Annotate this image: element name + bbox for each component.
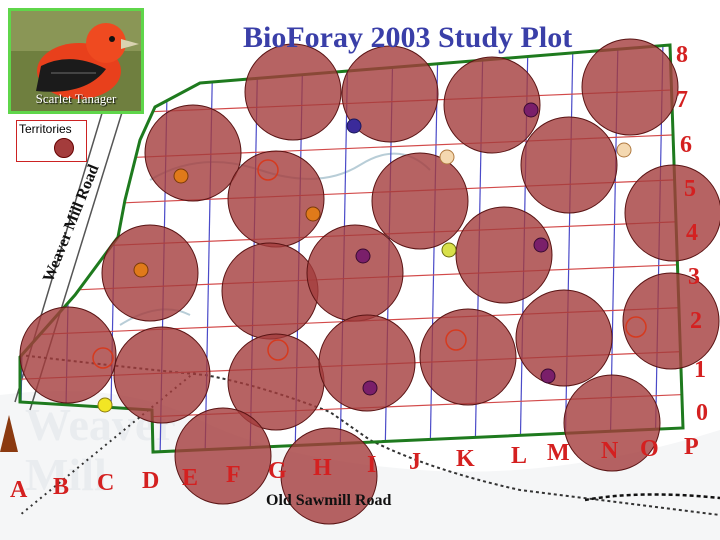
- legend-title: Territories: [19, 122, 72, 136]
- row-label-4: 4: [686, 220, 698, 246]
- territory-swatch-icon: [54, 138, 74, 158]
- territory-circle: [174, 407, 272, 505]
- grid-vertical-line: [429, 45, 439, 452]
- territory-center-ring: [625, 316, 647, 338]
- grid-vertical-line: [564, 45, 574, 452]
- territory-circle: [306, 224, 404, 322]
- row-labels: 8 7 6 5 4 3 2 1 0: [676, 42, 708, 426]
- territory-circle: [624, 164, 720, 262]
- bird-caption: Scarlet Tanager: [35, 91, 117, 106]
- marker-dot: [362, 380, 378, 396]
- col-label-j: J: [409, 449, 421, 475]
- row-label-1: 1: [694, 357, 706, 383]
- row-label-7: 7: [676, 87, 688, 113]
- col-label-c: C: [97, 470, 114, 496]
- territory-center-ring: [445, 329, 467, 351]
- col-label-o: O: [640, 436, 659, 462]
- marker-dot: [441, 242, 457, 258]
- territory-circle: [563, 374, 661, 472]
- column-labels: A B C D E F G H I J K L M N O P: [10, 434, 699, 503]
- row-label-6: 6: [680, 132, 692, 158]
- col-label-h: H: [313, 455, 332, 481]
- marker-dot: [133, 262, 149, 278]
- territory-circle: [455, 206, 553, 304]
- territory-circle: [280, 427, 378, 525]
- territory-circle: [19, 306, 117, 404]
- col-label-p: P: [684, 434, 699, 460]
- territory-circle: [318, 314, 416, 412]
- row-label-2: 2: [690, 308, 702, 334]
- marker-dot: [439, 149, 455, 165]
- territory-circle: [144, 104, 242, 202]
- south-road-label: Old Sawmill Road: [266, 492, 391, 509]
- marker-dot: [533, 237, 549, 253]
- col-label-k: K: [456, 446, 475, 472]
- scarlet-tanager-icon: [11, 11, 141, 111]
- marker-dot: [305, 206, 321, 222]
- bird-photo: Scarlet Tanager: [8, 8, 144, 114]
- marker-dot: [540, 368, 556, 384]
- col-label-b: B: [53, 474, 69, 500]
- territory-center-ring: [267, 339, 289, 361]
- marker-dot: [616, 142, 632, 158]
- col-label-n: N: [601, 438, 619, 464]
- territory-circle: [113, 326, 211, 424]
- territory-circle: [341, 45, 439, 143]
- col-label-i: I: [367, 452, 376, 478]
- map-title: BioForay 2003 Study Plot: [243, 21, 572, 54]
- marker-dot: [173, 168, 189, 184]
- territory-circle: [227, 150, 325, 248]
- territory-circle: [622, 272, 720, 370]
- col-label-d: D: [142, 468, 159, 494]
- col-label-l: L: [511, 443, 527, 469]
- territory-center-ring: [92, 347, 114, 369]
- territory-circle: [443, 56, 541, 154]
- territory-circle: [221, 242, 319, 340]
- col-label-g: G: [268, 458, 287, 484]
- col-label-e: E: [182, 465, 198, 491]
- marker-dot: [346, 118, 362, 134]
- marker-dot: [523, 102, 539, 118]
- row-label-8: 8: [676, 42, 688, 68]
- col-label-m: M: [547, 440, 570, 466]
- location-triangle-icon: [0, 415, 18, 452]
- territory-circle: [520, 116, 618, 214]
- marker-dot: [97, 397, 113, 413]
- territories-layer: [19, 38, 720, 525]
- territory-center-ring: [257, 159, 279, 181]
- territory-circle: [244, 43, 342, 141]
- background-text-mill: Mill: [25, 449, 107, 500]
- legend: Territories: [16, 120, 87, 162]
- marker-dot: [355, 248, 371, 264]
- territory-circle: [419, 308, 517, 406]
- territory-circle: [101, 224, 199, 322]
- territory-circle: [515, 289, 613, 387]
- territory-circle: [581, 38, 679, 136]
- row-label-0: 0: [696, 400, 708, 426]
- col-label-f: F: [226, 462, 241, 488]
- col-label-a: A: [10, 477, 28, 503]
- row-label-3: 3: [688, 264, 700, 290]
- territory-circle: [371, 152, 469, 250]
- row-label-5: 5: [684, 176, 696, 202]
- markers-layer: [97, 102, 632, 413]
